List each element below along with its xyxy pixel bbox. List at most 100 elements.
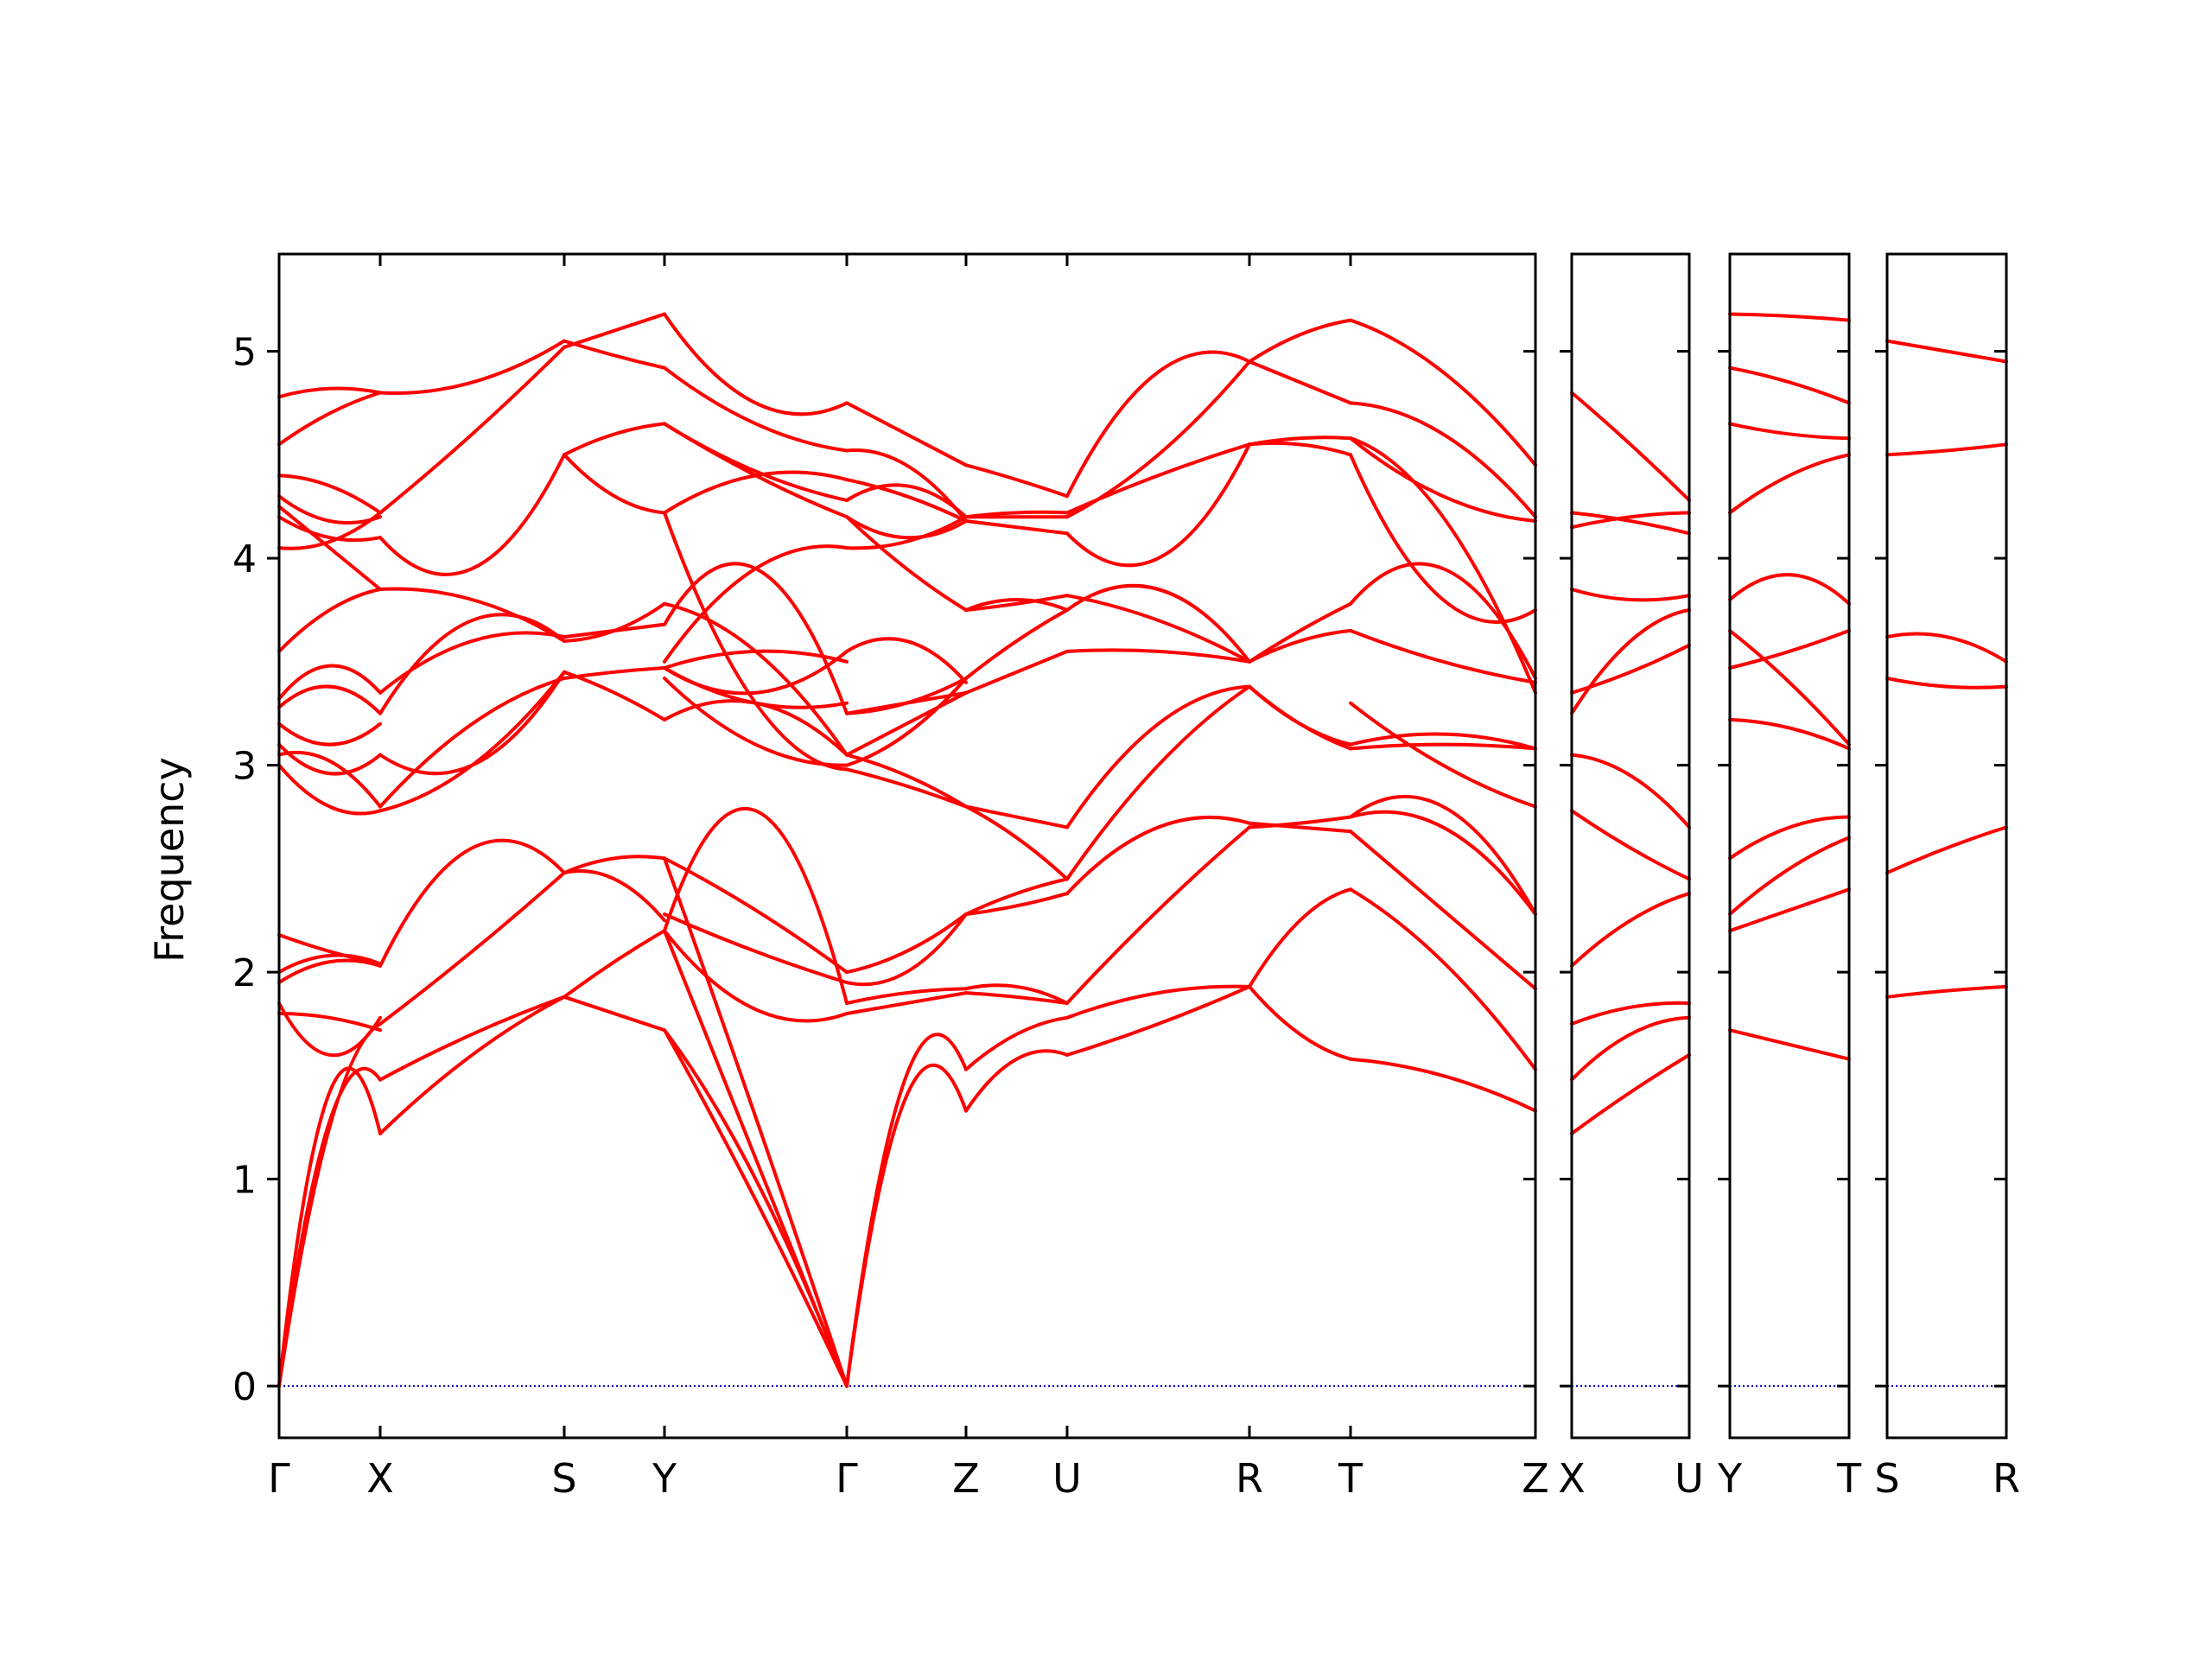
band-line bbox=[1065, 816, 1251, 896]
band-line bbox=[1248, 684, 1352, 747]
band-line bbox=[378, 838, 566, 968]
panel-main: 0 1 2 3 4 5 Γ X S Y Γ Z U R T Z bbox=[232, 252, 1549, 1502]
band-line bbox=[845, 987, 968, 1005]
band-line bbox=[1570, 511, 1691, 536]
band-line bbox=[1065, 583, 1251, 664]
band-line bbox=[1728, 628, 1851, 670]
band-line bbox=[964, 804, 1069, 830]
band-line bbox=[277, 1012, 382, 1033]
band-line bbox=[964, 649, 1069, 695]
band-line bbox=[1349, 436, 1537, 523]
x-tick-label: Γ bbox=[836, 1455, 858, 1502]
band-line bbox=[277, 386, 382, 399]
band-line bbox=[277, 742, 382, 776]
band-line bbox=[663, 856, 849, 975]
band-line bbox=[663, 649, 849, 696]
panel-frame bbox=[1570, 252, 1691, 1440]
band-line bbox=[1248, 887, 1352, 988]
band-line bbox=[1728, 628, 1851, 747]
band-line bbox=[964, 598, 1069, 612]
band-line bbox=[378, 339, 566, 395]
x-tick-label: Y bbox=[652, 1455, 677, 1502]
band-line bbox=[1349, 453, 1537, 624]
band-line bbox=[1248, 318, 1352, 364]
band-line bbox=[1728, 312, 1851, 322]
band-line bbox=[1570, 511, 1691, 530]
band-line bbox=[563, 453, 666, 515]
y-tick-label: 3 bbox=[232, 745, 257, 789]
band-line bbox=[964, 1049, 1069, 1113]
band-line bbox=[1570, 643, 1691, 695]
band-line bbox=[845, 515, 968, 540]
band-line bbox=[845, 515, 968, 550]
band-line bbox=[1248, 601, 1352, 664]
band-line bbox=[378, 995, 566, 1082]
band-line bbox=[845, 1063, 968, 1389]
band-line bbox=[1728, 573, 1851, 606]
band-line bbox=[1570, 608, 1691, 715]
band-line bbox=[378, 871, 566, 1026]
band-line bbox=[1885, 677, 2008, 690]
band-line bbox=[563, 339, 666, 370]
band-line bbox=[563, 995, 666, 1033]
band-line bbox=[1349, 436, 1537, 695]
band-line bbox=[663, 1028, 849, 1389]
band-line bbox=[1728, 717, 1851, 751]
band-line bbox=[845, 401, 968, 467]
band-line bbox=[1349, 742, 1537, 751]
band-line bbox=[845, 1033, 968, 1389]
band-line bbox=[1728, 815, 1851, 861]
band-line bbox=[1570, 1052, 1691, 1135]
band-line bbox=[964, 877, 1069, 916]
band-line bbox=[663, 365, 849, 453]
band-line bbox=[1248, 821, 1352, 834]
band-line bbox=[378, 670, 566, 776]
band-line bbox=[845, 991, 968, 1015]
band-line bbox=[1065, 984, 1251, 1020]
band-line bbox=[1065, 442, 1251, 568]
band-line bbox=[277, 1066, 382, 1389]
band-line bbox=[964, 991, 1069, 1005]
band-line bbox=[845, 912, 968, 975]
band-line bbox=[964, 463, 1069, 499]
band-line bbox=[1728, 887, 1851, 933]
band-line bbox=[378, 995, 566, 1135]
band-line bbox=[1349, 318, 1537, 467]
band-line bbox=[1570, 1001, 1691, 1026]
band-line bbox=[663, 601, 849, 757]
band-line bbox=[845, 690, 968, 757]
band-line bbox=[845, 515, 968, 612]
band-line bbox=[1570, 892, 1691, 968]
band-line bbox=[277, 1001, 382, 1058]
band-line bbox=[964, 594, 1069, 612]
y-tick-label: 1 bbox=[232, 1159, 257, 1203]
band-line bbox=[1728, 422, 1851, 441]
band-line bbox=[277, 515, 382, 543]
band-line bbox=[1885, 825, 2008, 875]
band-line bbox=[277, 391, 382, 447]
band-line bbox=[1248, 684, 1352, 751]
band-line bbox=[1570, 391, 1691, 502]
band-line bbox=[1728, 1028, 1851, 1061]
band-line bbox=[1065, 350, 1251, 499]
band-line bbox=[964, 1015, 1069, 1071]
band-line bbox=[277, 763, 382, 816]
band-line bbox=[1349, 732, 1537, 751]
band-line bbox=[663, 511, 849, 772]
band-line bbox=[563, 622, 666, 639]
band-line bbox=[1349, 701, 1537, 809]
band-line bbox=[663, 312, 849, 416]
band-line bbox=[378, 453, 566, 576]
band-line bbox=[845, 448, 968, 523]
band-line bbox=[845, 767, 968, 809]
band-line bbox=[663, 544, 849, 664]
band-line bbox=[277, 1066, 382, 1389]
x-tick-label: R bbox=[1236, 1455, 1263, 1502]
band-line bbox=[1570, 809, 1691, 881]
panel-frame bbox=[277, 252, 1537, 1440]
band-line bbox=[964, 983, 1069, 1005]
band-line bbox=[1570, 1015, 1691, 1082]
